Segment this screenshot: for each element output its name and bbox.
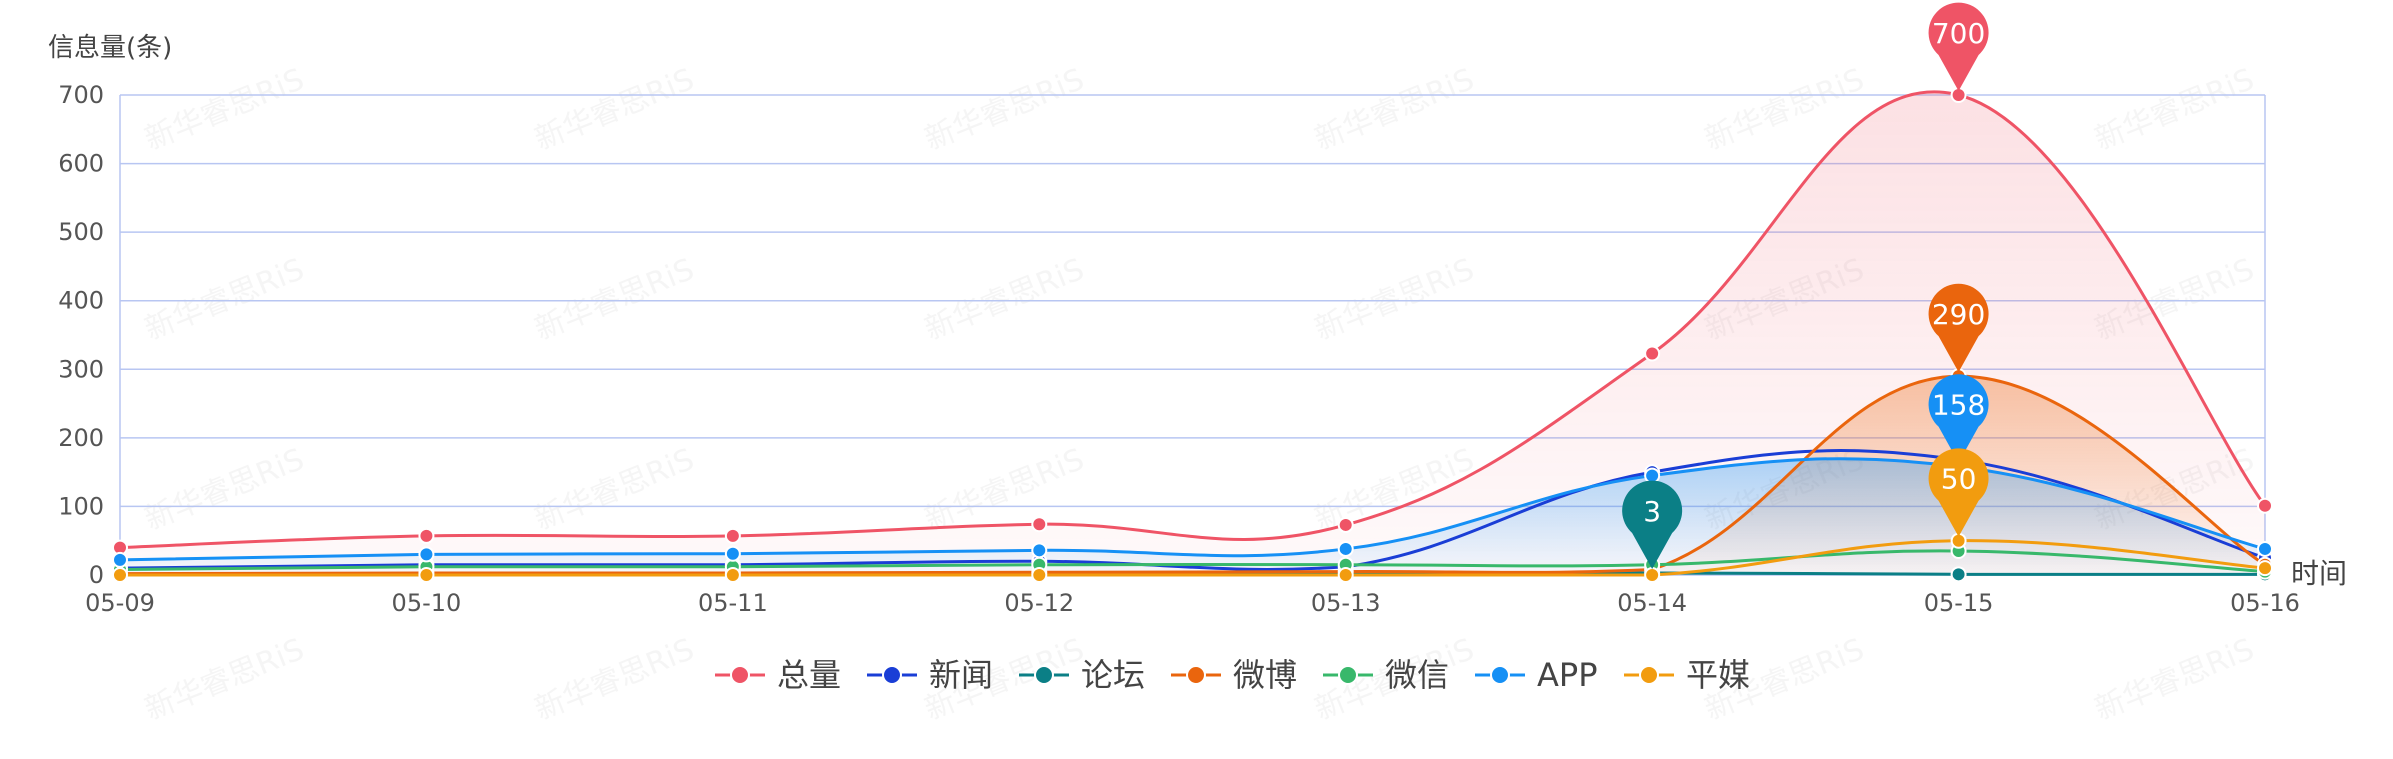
x-tick-label: 05-09 bbox=[85, 589, 155, 617]
legend-marker bbox=[730, 665, 750, 685]
legend-item-总量: 总量 bbox=[715, 656, 841, 694]
series-line-新闻 bbox=[119, 449, 2266, 571]
legend-item-论坛: 论坛 bbox=[1019, 656, 1145, 694]
watermark-text: 新华睿思RiS bbox=[1310, 252, 1479, 347]
legend-marker bbox=[1034, 665, 1054, 685]
y-tick-label: 600 bbox=[58, 150, 104, 178]
x-tick-label: 05-11 bbox=[698, 589, 768, 617]
legend-item-微博: 微博 bbox=[1171, 656, 1297, 694]
marker-value-label: 700 bbox=[1932, 17, 1985, 50]
x-axis-title: 时间 bbox=[2291, 557, 2347, 590]
data-point bbox=[1950, 566, 1967, 583]
legend-item-APP: APP bbox=[1475, 656, 1597, 694]
y-axis-title: 信息量(条) bbox=[48, 33, 172, 63]
watermark-text: 新华睿思RiS bbox=[530, 632, 699, 727]
watermark-text: 新华睿思RiS bbox=[140, 252, 309, 347]
chart-legend: 总量 新闻 论坛 微博 微信 APP 平媒 bbox=[715, 656, 1750, 694]
legend-marker bbox=[1338, 665, 1358, 685]
data-point bbox=[1031, 516, 1048, 533]
y-tick-label: 200 bbox=[58, 424, 104, 452]
x-tick-label: 05-15 bbox=[1924, 589, 1994, 617]
data-point bbox=[1644, 467, 1661, 484]
legend-label: 新闻 bbox=[929, 656, 993, 694]
max-marker-微博: 290 bbox=[1928, 283, 1989, 373]
legend-label: 平媒 bbox=[1686, 656, 1750, 694]
y-tick-label: 700 bbox=[58, 81, 104, 109]
series-line-平媒 bbox=[120, 539, 2266, 577]
data-point bbox=[1644, 567, 1661, 583]
data-point bbox=[1337, 540, 1354, 557]
watermark-text: 新华睿思RiS bbox=[920, 252, 1089, 347]
watermark-text: 新华睿思RiS bbox=[140, 632, 309, 727]
data-point bbox=[1644, 345, 1661, 362]
legend-item-微信: 微信 bbox=[1323, 656, 1449, 694]
watermark-text: 新华睿思RiS bbox=[2090, 62, 2259, 157]
legend-marker bbox=[1639, 665, 1659, 685]
marker-value-label: 158 bbox=[1932, 389, 1985, 422]
watermark-text: 新华睿思RiS bbox=[530, 252, 699, 347]
data-point bbox=[724, 567, 741, 583]
data-point bbox=[112, 551, 128, 568]
legend-marker bbox=[1490, 665, 1510, 685]
y-tick-label: 400 bbox=[58, 287, 104, 315]
marker-value-label: 3 bbox=[1643, 495, 1661, 528]
watermark-text: 新华睿思RiS bbox=[140, 62, 309, 157]
data-point bbox=[1031, 567, 1048, 583]
legend-marker bbox=[1186, 665, 1206, 685]
data-point bbox=[1031, 542, 1048, 559]
max-marker-论坛: 3 bbox=[1622, 480, 1683, 569]
x-tick-label: 05-12 bbox=[1004, 589, 1074, 617]
series-line-APP bbox=[119, 457, 2266, 562]
data-point bbox=[2257, 497, 2273, 514]
data-point bbox=[418, 527, 435, 544]
watermark-text: 新华睿思RiS bbox=[920, 62, 1089, 157]
series-line-微博 bbox=[119, 374, 2266, 576]
marker-pin-shape bbox=[1928, 448, 1989, 537]
y-tick-label: 300 bbox=[58, 355, 104, 383]
x-tick-label: 05-10 bbox=[392, 589, 462, 617]
legend-label: 总量 bbox=[777, 656, 841, 694]
legend-item-平媒: 平媒 bbox=[1624, 656, 1750, 694]
data-point bbox=[724, 527, 741, 544]
legend-label: 微博 bbox=[1233, 656, 1297, 694]
legend-marker bbox=[882, 665, 902, 685]
max-marker-总量: 700 bbox=[1928, 2, 1989, 92]
watermark-text: 新华睿思RiS bbox=[530, 442, 699, 537]
watermark-text: 新华睿思RiS bbox=[530, 62, 699, 157]
watermark-text: 新华睿思RiS bbox=[1310, 62, 1479, 157]
max-marker-APP: 158 bbox=[1928, 374, 1989, 463]
data-point bbox=[724, 545, 741, 562]
marker-value-label: 50 bbox=[1941, 463, 1977, 496]
watermark-text: 新华睿思RiS bbox=[2090, 632, 2259, 727]
marker-pin-shape bbox=[1622, 480, 1683, 569]
data-point bbox=[2257, 540, 2273, 557]
series-area-总量 bbox=[120, 91, 2265, 575]
data-point bbox=[112, 567, 128, 583]
data-point bbox=[1337, 516, 1354, 533]
marker-pin-shape bbox=[1928, 374, 1989, 463]
marker-value-label: 290 bbox=[1932, 298, 1985, 331]
watermark-text: 新华睿思RiS bbox=[140, 442, 309, 537]
max-marker-平媒: 50 bbox=[1928, 448, 1989, 537]
x-tick-label: 05-13 bbox=[1311, 589, 1381, 617]
legend-label: 微信 bbox=[1385, 656, 1449, 694]
data-point bbox=[418, 567, 435, 583]
marker-pin-shape bbox=[1928, 2, 1989, 92]
marker-pin-shape bbox=[1928, 283, 1989, 373]
data-point bbox=[1337, 567, 1354, 583]
x-tick-label: 05-16 bbox=[2230, 589, 2300, 617]
y-tick-label: 500 bbox=[58, 218, 104, 246]
y-tick-label: 100 bbox=[58, 492, 104, 520]
series-line-微信 bbox=[119, 549, 2266, 574]
legend-label: 论坛 bbox=[1081, 656, 1145, 694]
data-point bbox=[418, 546, 435, 563]
y-tick-label: 0 bbox=[89, 561, 104, 589]
legend-item-新闻: 新闻 bbox=[867, 656, 993, 694]
legend-label: APP bbox=[1537, 656, 1597, 694]
x-tick-label: 05-14 bbox=[1617, 589, 1687, 617]
data-point bbox=[2257, 560, 2273, 577]
series-area-APP bbox=[120, 458, 2265, 575]
